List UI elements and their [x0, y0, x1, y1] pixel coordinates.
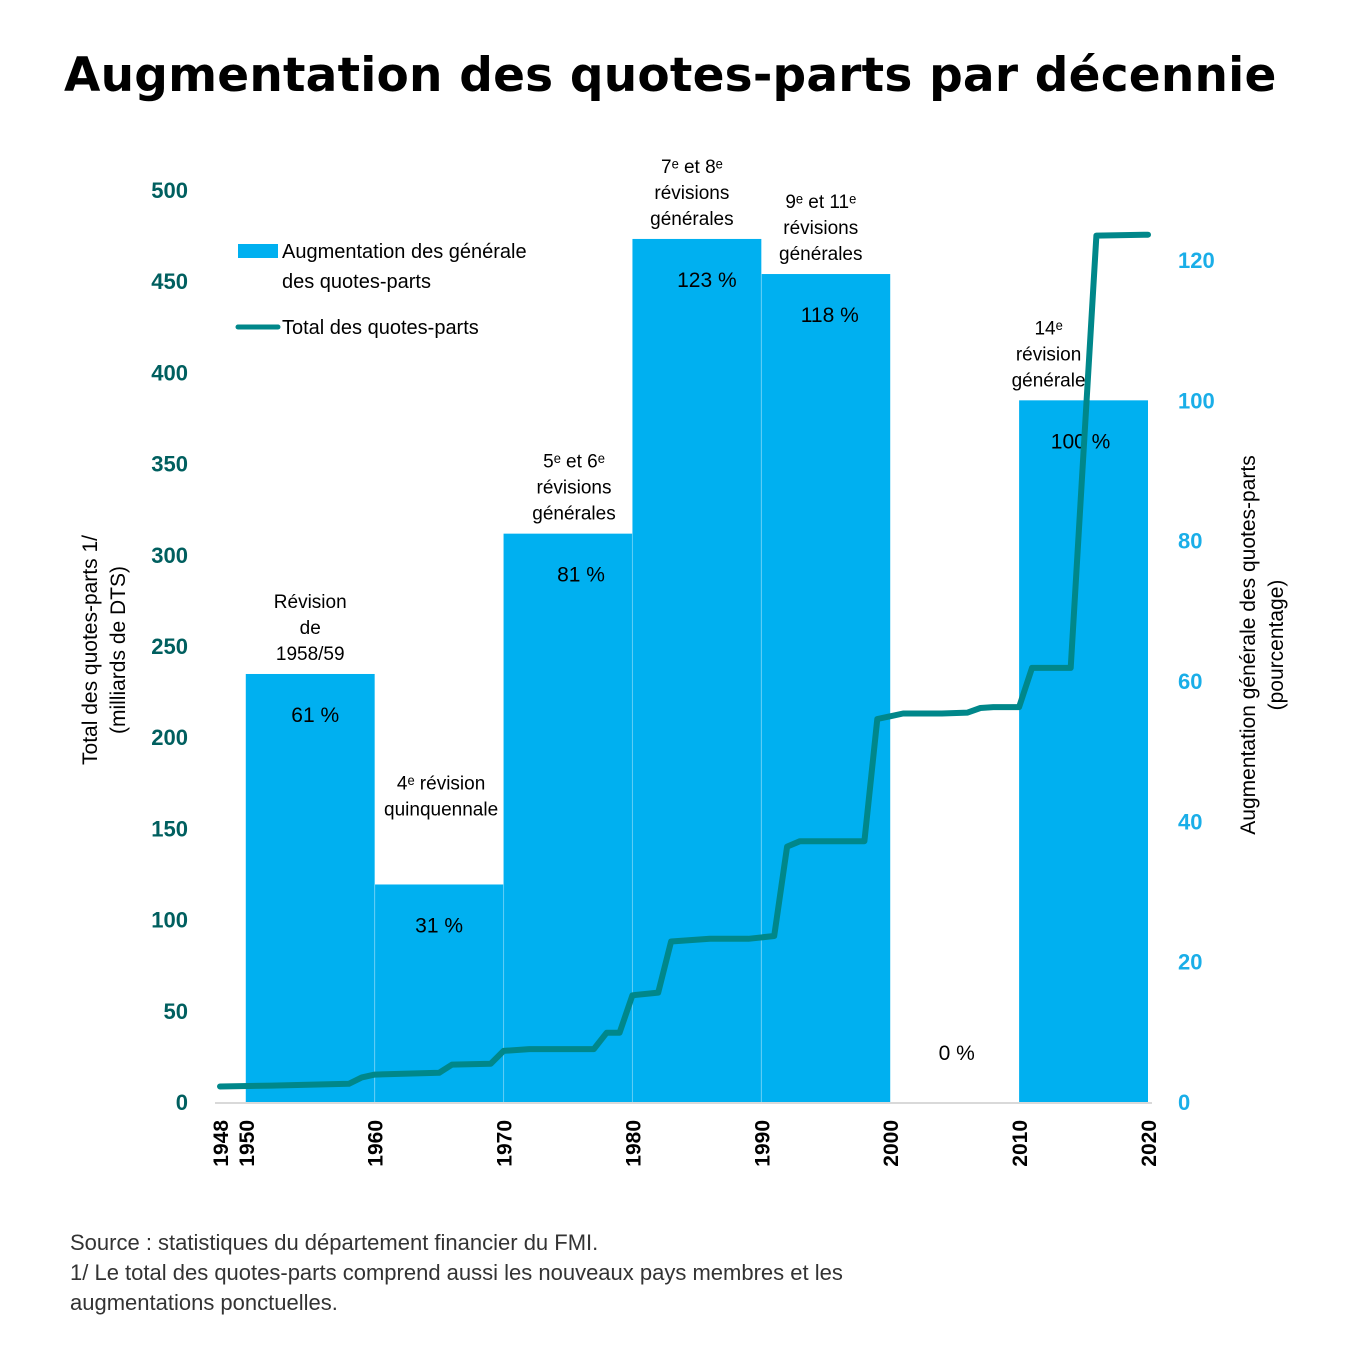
- bar-dividers: [374, 274, 762, 1102]
- x-axis-tick-label: 1950: [236, 1120, 259, 1167]
- legend-bar-label-line2: des quotes-parts: [282, 271, 431, 293]
- bar-annotation-line: générale: [1012, 370, 1086, 391]
- bar-annotation-line: révisions: [537, 478, 612, 499]
- legend: Augmentation des générale des quotes-par…: [235, 241, 527, 339]
- footer: Source : statistiques du département fin…: [70, 1228, 843, 1318]
- bar-annotations: Révision de 1958/59 4ᵉ révision quinquennale…: [274, 157, 1086, 821]
- left-axis-tick-label: 300: [151, 543, 188, 568]
- bar-value-label: 81 %: [557, 564, 605, 587]
- chart-title: Augmentation des quotes-parts par décenn…: [64, 48, 1277, 103]
- bar-value-label: 100 %: [1051, 430, 1111, 453]
- chart-svg: 0 50 100 150 200 250 300 350 400 450 500 0 20 40 60 80…: [79, 157, 1288, 1167]
- left-axis-tick-label: 250: [151, 634, 188, 659]
- x-axis-tick-label: 1990: [751, 1120, 774, 1167]
- bar-annotation-line: révisions: [654, 183, 729, 204]
- bar-value-labels: 61 % 31 % 81 % 123 % 118 % 0 % 100 %: [291, 269, 1110, 1065]
- bar-annotation-line: 9ᵉ et 11ᵉ: [785, 192, 856, 213]
- x-axis-tick-label: 2020: [1138, 1120, 1161, 1167]
- bar-annotation-line: 1958/59: [276, 644, 345, 665]
- right-axis-tick-label: 100: [1178, 388, 1215, 413]
- bar-annotation-line: révisions: [783, 218, 858, 239]
- bar-annotation-line: générales: [779, 244, 862, 265]
- bar-1980: [632, 238, 762, 1102]
- x-axis-tick-label: 1970: [494, 1120, 517, 1167]
- x-axis-tick-label: 1960: [365, 1120, 388, 1167]
- right-axis-ticks: 0 20 40 60 80 100 120: [1178, 248, 1215, 1115]
- right-axis-tick-label: 80: [1178, 529, 1202, 554]
- right-axis-tick-label: 120: [1178, 248, 1215, 273]
- legend-bar-swatch: [238, 244, 278, 258]
- right-axis-tick-label: 60: [1178, 669, 1202, 694]
- left-axis-tick-label: 50: [164, 999, 188, 1024]
- x-axis-tick-label: 2000: [880, 1120, 903, 1167]
- left-axis-tick-label: 150: [151, 816, 188, 841]
- left-axis-ticks: 0 50 100 150 200 250 300 350 400 450 500: [151, 178, 188, 1115]
- bar-value-label: 123 %: [677, 269, 737, 292]
- bar-annotation-line: 7ᵉ et 8ᵉ: [661, 157, 723, 178]
- x-axis-tick-label: 1980: [622, 1120, 645, 1167]
- bar-value-label: 31 %: [415, 914, 463, 937]
- bar-1950: [245, 673, 375, 1102]
- bar-annotation-line: Révision: [274, 592, 347, 613]
- x-axis-tick-label: 1948: [210, 1120, 233, 1167]
- bar-1970: [503, 533, 633, 1102]
- legend-line-label: Total des quotes-parts: [282, 317, 479, 339]
- bar-annotation-line: 5ᵉ et 6ᵉ: [543, 452, 605, 473]
- bar-annotation-line: générales: [650, 209, 733, 230]
- right-axis-title-line2: (pourcentage): [1265, 580, 1288, 711]
- legend-bar-label-line1: Augmentation des générale: [282, 241, 527, 263]
- bar-1990: [761, 274, 891, 1102]
- bar-2010: [1019, 400, 1148, 1102]
- left-axis-tick-label: 350: [151, 452, 188, 477]
- bars-layer: [245, 238, 1148, 1102]
- bar-annotation-line: de: [300, 618, 321, 639]
- right-axis-title-line1: Augmentation générale des quotes-parts: [1237, 455, 1260, 834]
- bar-value-label: 118 %: [801, 304, 859, 327]
- left-axis-tick-label: 450: [151, 269, 188, 294]
- bar-annotation-line: 14ᵉ: [1034, 318, 1062, 339]
- left-axis-title-line2: (milliards de DTS): [107, 566, 130, 734]
- left-axis-title-line1: Total des quotes-parts 1/: [79, 535, 102, 765]
- left-axis-tick-label: 200: [151, 725, 188, 750]
- left-axis-tick-label: 400: [151, 360, 188, 385]
- bar-annotation-line: 4ᵉ révision: [397, 773, 485, 794]
- source-note: Source : statistiques du département fin…: [70, 1230, 599, 1255]
- right-axis-tick-label: 0: [1178, 1090, 1190, 1115]
- bar-annotation-line: révision: [1016, 344, 1081, 365]
- left-axis-tick-label: 100: [151, 908, 188, 933]
- x-axis-ticks: 1948 1950 1960 1970 1980 1990 2000 2010 2020: [210, 1120, 1161, 1167]
- right-axis-tick-label: 40: [1178, 809, 1202, 834]
- bar-annotation-line: générales: [532, 504, 615, 525]
- left-axis-tick-label: 0: [176, 1090, 188, 1115]
- total-quota-line: [217, 231, 1151, 1090]
- footnote-line2: augmentations ponctuelles.: [70, 1290, 338, 1315]
- x-axis-tick-label: 2010: [1009, 1120, 1032, 1167]
- bar-annotation-line: quinquennale: [384, 799, 498, 820]
- bar-value-label: 0 %: [939, 1042, 975, 1065]
- bar-value-label: 61 %: [291, 704, 339, 727]
- right-axis-tick-label: 20: [1178, 950, 1202, 975]
- left-axis-tick-label: 500: [151, 178, 188, 203]
- footnote-line1: 1/ Le total des quotes-parts comprend au…: [70, 1260, 843, 1285]
